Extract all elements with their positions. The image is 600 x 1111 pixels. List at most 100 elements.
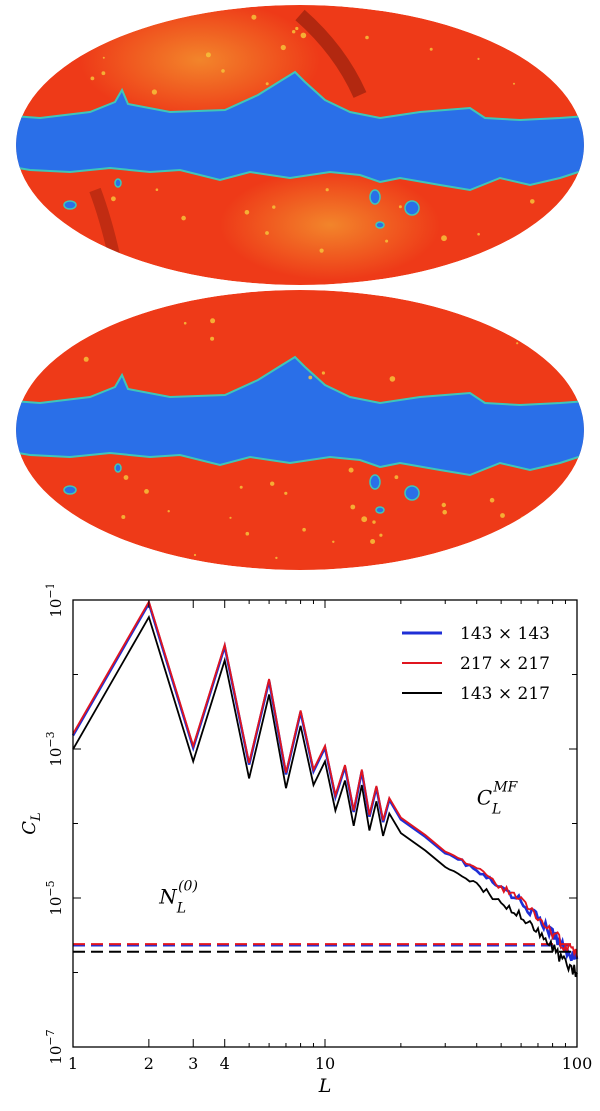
galactic-mask-band [16,355,584,477]
point-source [102,56,105,59]
point-source [193,553,197,557]
y-tick-label: 10−3 [44,731,65,766]
point-source [394,475,399,480]
legend-label: 217 × 217 [460,654,550,674]
point-source [477,57,480,61]
point-source [123,475,129,480]
point-source-hole [375,506,385,514]
point-source [442,509,448,515]
point-source [295,26,299,31]
point-source [325,188,329,192]
point-source-hole [114,178,122,188]
point-source [167,510,170,513]
point-source [361,516,368,523]
bottom-sky-map [0,285,600,575]
point-source-hole [369,474,381,490]
warm-region [80,5,320,120]
point-source [275,556,278,560]
point-source [500,513,505,518]
point-source-hole [404,485,420,501]
point-source [441,502,446,508]
power-spectrum-chart: 1 2 3 4 10 100 10−7 10−5 10−3 10−1 143 × 143 217 ×… [0,582,600,1107]
chart-annotations: CLMF NL(0) [158,779,518,916]
point-source [151,89,157,95]
point-source [332,540,335,543]
point-source [300,32,307,39]
point-source [120,269,124,274]
point-source-hole [369,189,381,205]
point-source [441,235,447,242]
point-source [280,44,286,51]
point-source [76,25,81,30]
point-source [72,18,77,23]
point-source [244,210,250,215]
point-source [239,485,243,489]
point-source [477,232,480,236]
x-tick-label: 3 [188,1054,198,1073]
point-source-hole [63,485,77,495]
legend-label: 143 × 143 [460,624,550,644]
point-source-hole [114,463,122,473]
point-source [292,30,296,34]
chart-ticks: 1 2 3 4 10 100 10−7 10−5 10−3 10−1 [44,582,593,1073]
point-source [210,336,215,341]
warm-region [220,170,440,280]
point-source [121,515,126,519]
top-sky-map-graphic [16,5,584,285]
point-source [48,318,52,322]
annotation-mf: CLMF [477,779,519,817]
point-source [308,375,313,380]
x-axis-label: L [318,1075,332,1097]
point-source [90,76,95,81]
point-source [449,308,454,312]
point-source [144,489,149,494]
top-sky-map [0,0,600,290]
point-source [321,371,325,375]
point-source [122,25,128,31]
x-tick-label: 4 [220,1054,230,1073]
point-source [513,82,515,85]
point-source [440,301,444,305]
point-source [205,52,211,58]
point-source [516,342,519,345]
point-source [74,519,79,524]
point-source [155,188,159,191]
chart-legend: 143 × 143 217 × 217 143 × 217 [402,624,550,704]
point-source [221,69,225,73]
point-source [544,15,549,19]
point-source [265,82,269,86]
point-source [272,205,276,209]
point-source [385,239,389,243]
x-tick-label: 100 [562,1054,593,1073]
point-source [365,35,369,40]
point-source [284,491,288,495]
dark-stripe [295,9,367,98]
point-source [348,467,354,473]
y-tick-label: 10−7 [44,1029,65,1064]
point-source [111,196,116,202]
point-source-hole [63,200,77,210]
point-source [183,321,187,325]
point-source [251,14,257,20]
x-tick-label: 2 [144,1054,154,1073]
point-source [529,306,535,312]
point-source [398,205,402,209]
point-source [71,254,75,258]
point-source [319,248,324,253]
point-source [65,61,69,65]
chart-svg: 1 2 3 4 10 100 10−7 10−5 10−3 10−1 143 × 143 217 ×… [19,582,593,1097]
point-source [270,481,275,486]
point-source [389,376,396,382]
point-source-hole [404,200,420,216]
point-source [429,47,433,51]
bottom-sky-map-graphic [16,290,584,570]
point-source [265,231,269,235]
point-source [530,199,535,204]
point-source [181,215,186,221]
point-source [495,319,501,325]
y-axis-label-text: CL [19,812,44,834]
point-source [489,497,495,503]
point-source [70,242,73,246]
chart-series-lines [71,599,579,978]
y-tick-label: 10−5 [44,880,65,915]
